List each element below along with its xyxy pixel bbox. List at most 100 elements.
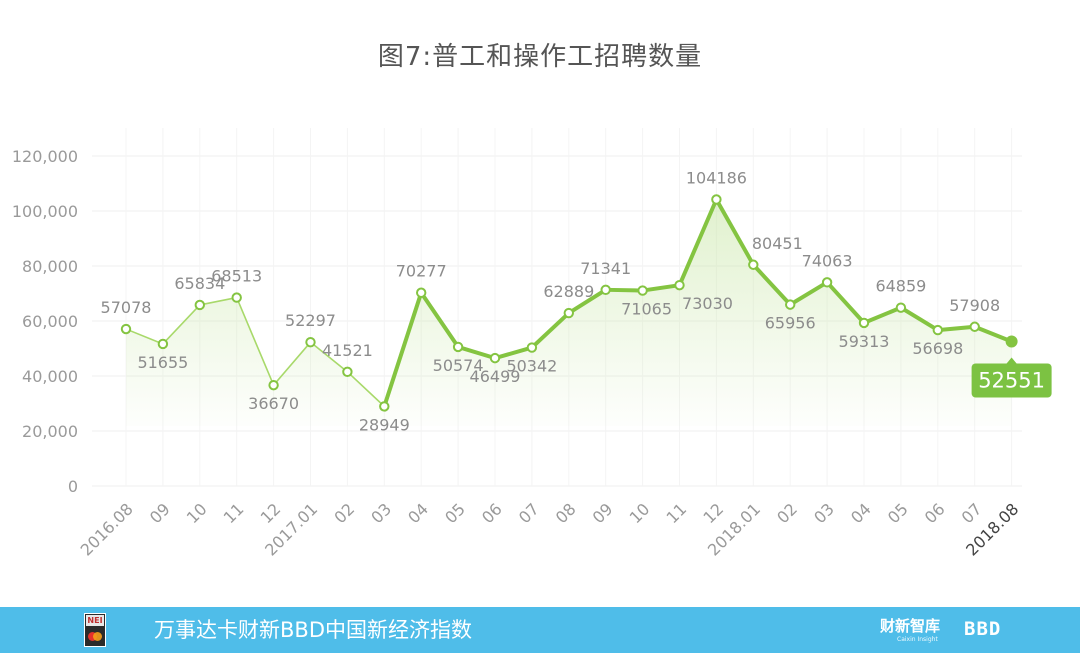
data-label: 46499 <box>470 367 521 386</box>
x-tick-label: 10 <box>183 499 211 527</box>
data-label: 71065 <box>621 300 672 319</box>
series-lines <box>125 197 1014 409</box>
data-point <box>452 341 464 353</box>
data-point <box>416 287 427 298</box>
line-segment <box>419 290 461 349</box>
data-point <box>526 342 538 353</box>
data-label: 51655 <box>137 353 188 372</box>
x-tick-label: 05 <box>441 499 469 527</box>
data-label: 65834 <box>174 274 225 293</box>
y-tick-label: 0 <box>68 477 78 496</box>
data-point <box>674 279 685 291</box>
y-axis-ticks: 0 20,000 40,000 60,000 80,000 100,000 120,000 <box>12 147 78 496</box>
x-tick-label: 09 <box>589 499 617 527</box>
x-tick-label: 04 <box>847 499 875 527</box>
data-point <box>637 285 648 296</box>
data-label: 50574 <box>433 356 484 375</box>
line-segment <box>566 287 608 316</box>
data-label: 59313 <box>839 332 890 351</box>
y-tick-label: 40,000 <box>22 367 78 386</box>
data-point <box>711 194 722 205</box>
data-point <box>563 307 574 319</box>
line-segment <box>862 305 903 325</box>
data-point <box>194 299 206 311</box>
data-label: 50342 <box>506 357 557 376</box>
footer-bar: NEI 万事达卡财新BBD中国新经济指数 财新智库 Caixin Insight… <box>0 607 1080 653</box>
nei-logo-text: NEI <box>86 615 104 626</box>
data-label: 65956 <box>765 314 816 333</box>
chart-title: 图7:普工和操作工招聘数量 <box>377 42 703 72</box>
line-segment <box>199 296 238 306</box>
latest-value-callout: 52551 <box>971 357 1052 398</box>
data-point <box>157 338 169 350</box>
line-segment <box>125 328 164 345</box>
area-fill <box>126 199 1012 426</box>
data-point <box>600 284 611 296</box>
x-tick-label: 11 <box>220 499 248 527</box>
x-tick-label: 07 <box>958 499 986 527</box>
data-label: 56698 <box>912 339 963 358</box>
line-segment <box>603 287 645 293</box>
data-label: 80451 <box>752 234 803 253</box>
data-point <box>748 259 759 270</box>
x-tick-label: 08 <box>552 499 580 527</box>
x-tick-label: 12 <box>257 499 285 527</box>
area-path <box>126 199 1012 426</box>
line-segment <box>346 371 386 408</box>
data-point <box>305 336 316 348</box>
x-tick-label: 12 <box>699 499 727 527</box>
data-label: 74063 <box>802 251 853 270</box>
line-segment <box>714 197 756 267</box>
line-segment <box>529 311 571 350</box>
line-segment <box>972 324 1014 344</box>
x-tick-label: 02 <box>330 499 358 527</box>
y-tick-label: 80,000 <box>22 257 78 276</box>
x-tick-label: 09 <box>146 499 174 527</box>
line-segment <box>382 290 424 409</box>
x-tick-label: 2016.08 <box>77 499 137 559</box>
x-tick-label: 03 <box>367 499 395 527</box>
data-point <box>1005 335 1018 348</box>
data-label: 52297 <box>285 311 336 330</box>
line-segment <box>640 283 682 293</box>
line-segment <box>788 280 830 307</box>
nei-logo-icon: NEI <box>84 613 106 647</box>
line-segment <box>898 305 940 333</box>
line-segment <box>456 344 497 361</box>
x-tick-label: 11 <box>662 499 690 527</box>
data-label: 64859 <box>875 277 926 296</box>
data-point <box>379 401 390 412</box>
line-segment <box>935 324 977 333</box>
y-tick-label: 60,000 <box>22 312 78 331</box>
data-label: 71341 <box>580 259 631 278</box>
x-tick-label: 05 <box>884 499 912 527</box>
x-tick-label: 03 <box>810 499 838 527</box>
y-tick-label: 120,000 <box>12 147 78 166</box>
x-tick-label: 06 <box>921 499 949 527</box>
x-tick-label: 07 <box>515 499 543 527</box>
data-point <box>268 379 279 391</box>
data-point <box>895 302 907 313</box>
line-segment <box>751 262 793 307</box>
data-point <box>858 317 870 329</box>
x-tick-label: 04 <box>404 499 432 527</box>
data-point <box>342 366 353 378</box>
callout-pointer <box>1006 357 1017 364</box>
caixin-insight-logo: 财新智库 <box>880 617 941 635</box>
data-point <box>785 299 796 310</box>
caixin-insight-sub: Caixin Insight <box>897 636 938 643</box>
data-label: 68513 <box>211 267 262 286</box>
line-segment <box>493 345 534 361</box>
data-label: 57908 <box>949 296 1000 315</box>
footer-index-name: 万事达卡财新BBD中国新经济指数 <box>154 618 472 642</box>
y-tick-label: 20,000 <box>22 422 78 441</box>
data-label: 70277 <box>396 262 447 281</box>
data-label: 28949 <box>359 415 410 434</box>
data-label: 36670 <box>248 394 299 413</box>
data-label: 104186 <box>686 168 747 187</box>
data-point <box>231 292 242 303</box>
data-point <box>932 324 943 336</box>
